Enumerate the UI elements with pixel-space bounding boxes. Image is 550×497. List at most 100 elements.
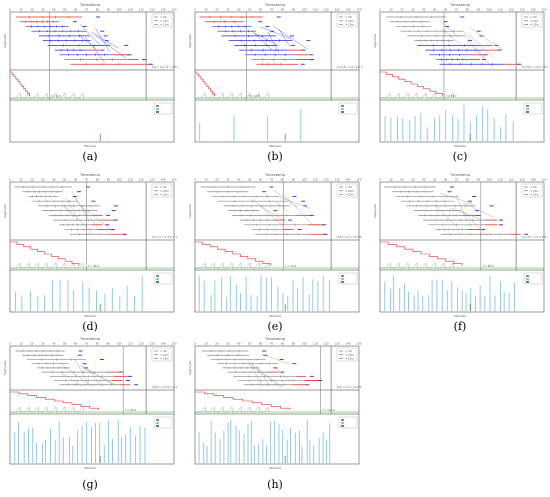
connector-line xyxy=(275,201,289,213)
x-tick-label: 70 xyxy=(85,342,89,346)
x-tick-label: 120 xyxy=(509,178,514,182)
x-tick-label: 90 xyxy=(292,178,296,182)
tree-ylabel: Segments xyxy=(373,203,377,218)
legend-entry: = 3m xyxy=(160,15,168,19)
legend-entry: = 15m xyxy=(345,357,354,361)
connector-line xyxy=(246,362,282,388)
x-tick-label: 10 xyxy=(389,178,393,182)
x-tick-label: 150 xyxy=(357,342,362,346)
x-tick-label: 40 xyxy=(237,178,241,182)
panel-g: Timestamp 0 10 20 30 40 50 60 70 80 90 100 110 120 130… xyxy=(3,337,178,470)
connector-line xyxy=(60,203,75,218)
x-tick-label: 80 xyxy=(281,342,285,346)
panel-title: Timestamp xyxy=(449,3,471,7)
x-tick-label: 130 xyxy=(335,8,340,12)
bar-legend-box xyxy=(153,102,173,115)
bar-legend-swatch xyxy=(526,278,529,280)
legend-entry: = 10m xyxy=(345,189,354,193)
x-tick-label: 130 xyxy=(150,8,155,12)
x-tick-label: 150 xyxy=(172,342,177,346)
x-tick-label: 120 xyxy=(324,178,329,182)
x-tick-label: 10 xyxy=(204,8,208,12)
x-tick-label: 10 xyxy=(19,178,23,182)
x-tick-label: 150 xyxy=(542,178,547,182)
x-tick-label: 90 xyxy=(107,342,111,346)
progress-label: 0.8 = 1.0 = 3.0.48 xyxy=(337,235,361,239)
panel-title: Timestamp xyxy=(79,173,101,177)
legend-entry: = 15m xyxy=(530,193,539,197)
x-tick-label: 80 xyxy=(281,8,285,12)
x-tick-label: 110 xyxy=(128,8,133,12)
legend-entry: = 3m xyxy=(160,185,168,189)
panel-e: Timestamp 0 10 20 30 40 50 60 70 80 90 100 110 120 130… xyxy=(188,173,362,318)
x-tick-label: 100 xyxy=(302,178,307,182)
x-tick-label: 80 xyxy=(96,8,100,12)
x-tick-label: 100 xyxy=(302,342,307,346)
bar-legend-swatch xyxy=(341,422,344,424)
connector-line xyxy=(466,39,493,68)
connector-line xyxy=(260,26,292,40)
x-tick-label: 90 xyxy=(107,178,111,182)
tree-ylabel: Segments xyxy=(3,203,7,218)
activity-curve xyxy=(195,262,269,269)
remaining-curve xyxy=(195,241,271,266)
tree-ylabel: Segments xyxy=(188,360,192,375)
x-tick-label: 90 xyxy=(292,8,296,12)
x-tick-label: 40 xyxy=(237,342,241,346)
x-tick-label: 30 xyxy=(41,8,45,12)
cursor-label: t = 4.3 xyxy=(51,94,60,98)
connector-line xyxy=(267,31,280,53)
connector-line xyxy=(273,26,308,49)
bar-legend-swatch xyxy=(341,281,344,283)
x-tick-label: 20 xyxy=(30,8,34,12)
panel-d: Timestamp 0 10 20 30 40 50 60 70 80 90 100 110 120 130… xyxy=(3,173,178,318)
progress-label: 0.7.7.5 = 1.3.4 = 1.2.5.8 xyxy=(152,235,178,239)
x-tick-label: 30 xyxy=(411,8,415,12)
activity-curve xyxy=(380,262,454,269)
legend-entry: = 10m xyxy=(160,353,169,357)
x-tick-label: 80 xyxy=(466,178,470,182)
connector-line xyxy=(251,198,281,225)
bar-legend-swatch xyxy=(526,275,529,277)
x-tick-label: 140 xyxy=(161,178,166,182)
remaining-curve xyxy=(10,241,80,266)
connector-line xyxy=(79,24,100,45)
remaining-curve xyxy=(380,241,463,266)
x-tick-label: 30 xyxy=(226,342,230,346)
x-tick-label: 60 xyxy=(74,342,78,346)
tree-ylabel: Segments xyxy=(188,33,192,48)
x-tick-label: 30 xyxy=(41,342,45,346)
x-tick-label: 60 xyxy=(444,178,448,182)
x-tick-label: 110 xyxy=(128,342,133,346)
x-tick-label: 120 xyxy=(324,342,329,346)
plot-frame xyxy=(379,181,545,313)
connector-line xyxy=(260,206,286,222)
plot-frame xyxy=(379,11,545,143)
x-tick-label: 0 xyxy=(9,342,11,346)
x-axis-label: Minutes xyxy=(454,314,466,318)
remaining-curve xyxy=(195,71,215,96)
x-tick-label: 30 xyxy=(41,178,45,182)
connector-line xyxy=(284,194,312,225)
activity-curve xyxy=(10,406,84,413)
x-tick-label: 40 xyxy=(422,178,426,182)
bar-legend-swatch xyxy=(156,275,159,277)
legend-entry: = 10m xyxy=(530,189,539,193)
x-tick-label: 100 xyxy=(487,8,492,12)
x-tick-label: 140 xyxy=(346,342,351,346)
x-tick-label: 80 xyxy=(96,178,100,182)
x-tick-label: 140 xyxy=(531,178,536,182)
legend-entry: = 10m xyxy=(345,19,354,23)
cursor-label: t = 59.7 xyxy=(446,94,457,98)
bar-legend-box xyxy=(523,272,543,285)
bar-legend-swatch xyxy=(341,275,344,277)
connector-line xyxy=(462,29,484,58)
x-tick-label: 10 xyxy=(204,178,208,182)
connector-line xyxy=(88,369,102,388)
connector-line xyxy=(65,198,80,221)
bar-legend-swatch xyxy=(156,111,159,113)
x-tick-label: 60 xyxy=(259,178,263,182)
x-tick-label: 100 xyxy=(302,8,307,12)
x-tick-label: 40 xyxy=(422,8,426,12)
remaining-curve xyxy=(195,391,291,410)
